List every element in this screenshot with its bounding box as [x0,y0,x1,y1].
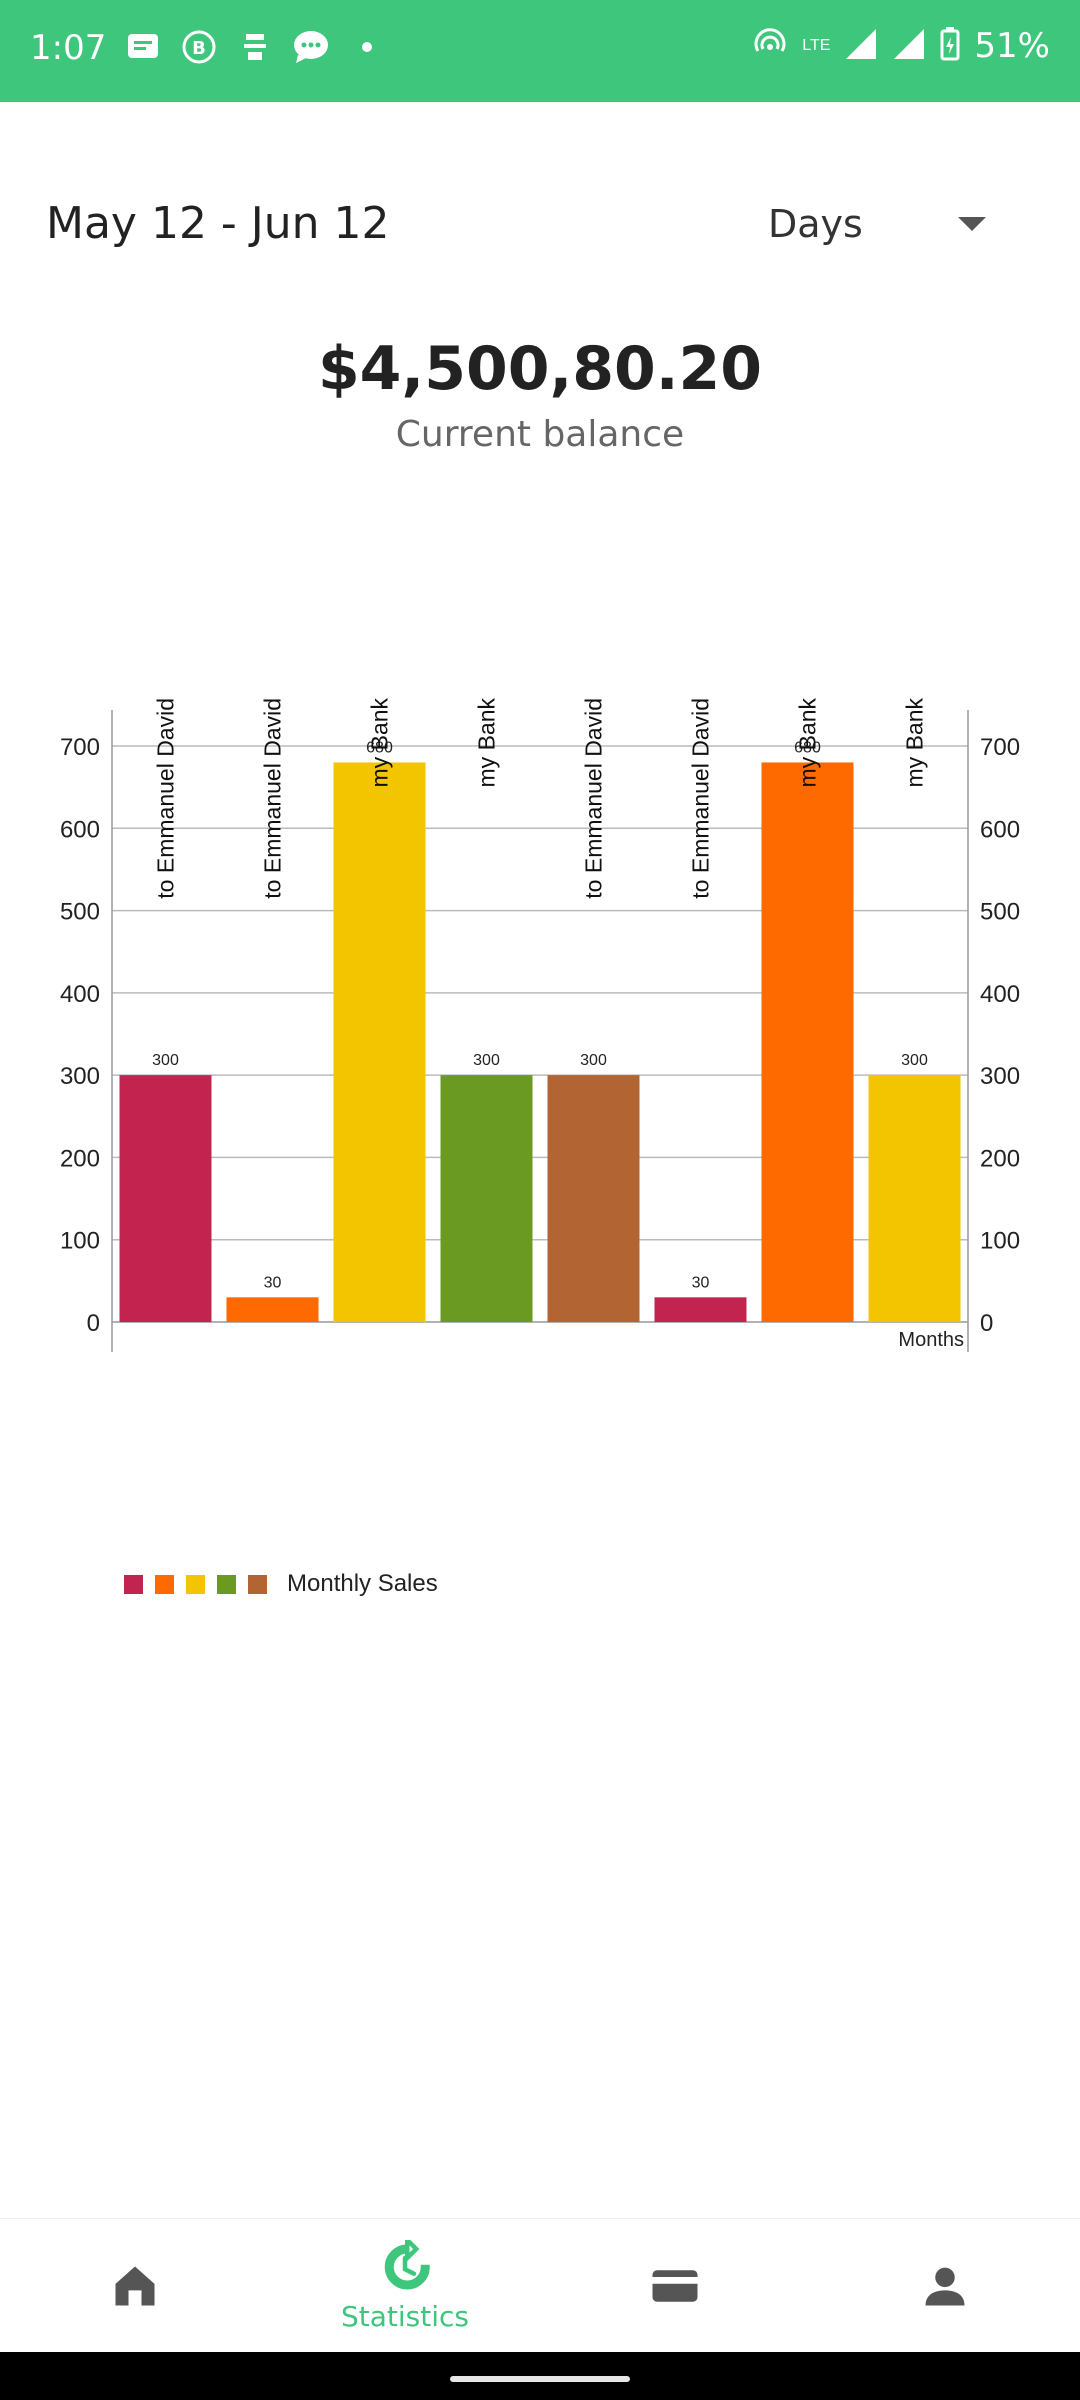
home-icon [109,2260,161,2312]
app-notification-icon [236,28,274,66]
bar-chart-svg: 0 0 100 100 200 200 300 300 400 400 500 500 600 600 70… [0,470,1080,1370]
status-right: LTE 51% [752,26,1050,66]
chevron-down-icon [958,217,986,231]
dot-indicator-icon [348,28,386,66]
status-bar: 1:07 B LTE 51% [0,0,1080,102]
status-time: 1:07 [30,28,106,68]
credit-card-icon [648,2259,702,2313]
legend-label: Monthly Sales [287,1570,438,1598]
y-tick-label-left: 0 [87,1310,100,1337]
nav-profile[interactable] [810,2219,1080,2353]
legend-swatch [186,1575,205,1594]
data-label: 300 [580,1052,607,1069]
legend-swatch [124,1575,143,1594]
legend-swatches [124,1575,271,1594]
x-category-label: to Emmanuel David [688,698,714,899]
bar [762,762,854,1322]
y-tick-label-left: 200 [60,1145,100,1172]
y-tick-label-left: 500 [60,899,100,926]
business-chat-icon: B [180,28,218,66]
nav-home[interactable] [0,2219,270,2353]
x-category-label: my Bank [795,698,821,788]
bottom-navigation: Statistics [0,2218,1080,2353]
person-icon [919,2260,971,2312]
y-tick-label-left: 300 [60,1063,100,1090]
x-category-label: to Emmanuel David [260,698,286,899]
message-icon [124,28,162,66]
date-range: May 12 - Jun 12 [46,198,390,249]
y-tick-label-right: 300 [980,1063,1020,1090]
bar [227,1297,319,1322]
data-label: 300 [152,1052,179,1069]
notification-icons: B [124,28,386,66]
svg-text:B: B [192,38,206,59]
y-tick-label-left: 100 [60,1228,100,1255]
legend-swatch [155,1575,174,1594]
chat-bubble-icon [292,28,330,66]
y-tick-label-right: 0 [980,1310,993,1337]
chart-legend: Monthly Sales [124,1570,438,1598]
nav-cards[interactable] [540,2219,810,2353]
data-label: 30 [692,1274,710,1291]
data-label: 30 [264,1274,282,1291]
bar-chart: 0 0 100 100 200 200 300 300 400 400 500 500 600 600 70… [0,470,1080,1370]
period-dropdown[interactable]: Days [768,192,1000,256]
balance-caption: Current balance [0,414,1080,455]
balance-amount: $4,500,80.20 [0,334,1080,404]
y-tick-label-left: 700 [60,734,100,761]
battery-percentage: 51% [974,26,1050,66]
bar [441,1075,533,1322]
x-category-label: to Emmanuel David [153,698,179,899]
y-tick-label-right: 100 [980,1228,1020,1255]
y-tick-label-right: 700 [980,734,1020,761]
y-tick-label-right: 500 [980,899,1020,926]
nav-statistics[interactable]: Statistics [270,2219,540,2353]
network-type: LTE [802,37,830,55]
bar [334,762,426,1322]
legend-swatch [248,1575,267,1594]
signal-icon-2 [892,27,926,66]
period-selected-value: Days [768,202,863,246]
y-tick-label-left: 400 [60,981,100,1008]
legend-swatch [217,1575,236,1594]
bar [655,1297,747,1322]
bar [548,1075,640,1322]
nav-statistics-label: Statistics [341,2300,469,2333]
battery-icon [940,27,960,66]
x-axis-label: Months [898,1329,964,1351]
x-category-label: my Bank [902,698,928,788]
data-label: 300 [473,1052,500,1069]
x-category-label: my Bank [474,698,500,788]
y-tick-label-right: 600 [980,816,1020,843]
bar [120,1075,212,1322]
y-tick-label-right: 200 [980,1145,1020,1172]
x-category-label: to Emmanuel David [581,698,607,899]
hotspot-icon [752,27,788,66]
y-tick-label-left: 600 [60,816,100,843]
history-icon [378,2240,432,2294]
signal-icon [844,27,878,66]
y-tick-label-right: 400 [980,981,1020,1008]
bar [869,1075,961,1322]
x-category-label: my Bank [367,698,393,788]
data-label: 300 [901,1052,928,1069]
home-gesture-handle[interactable] [450,2376,630,2382]
